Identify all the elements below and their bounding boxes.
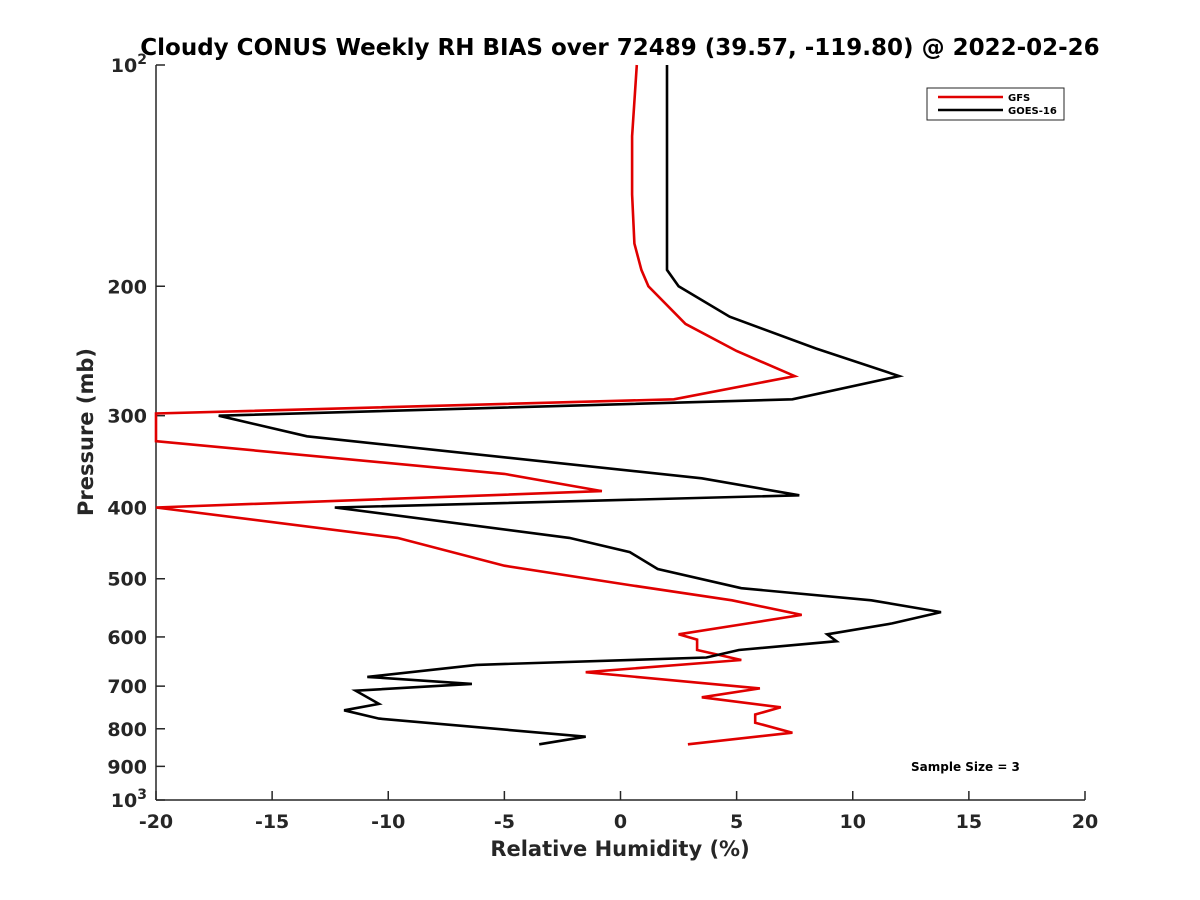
x-tick-label: -15 xyxy=(255,811,289,833)
series-line-goes-16 xyxy=(218,65,942,746)
y-tick-label: 300 xyxy=(107,406,147,428)
y-tick-label: 103 xyxy=(111,787,147,812)
sample-size-annotation: Sample Size = 3 xyxy=(911,760,1020,774)
y-tick-exponent: 3 xyxy=(137,787,147,803)
x-tick-label: 15 xyxy=(956,811,982,833)
y-axis-label: Pressure (mb) xyxy=(74,348,98,516)
chart-title: Cloudy CONUS Weekly RH BIAS over 72489 (… xyxy=(140,35,1099,61)
legend-label-gfs: GFS xyxy=(1008,93,1030,104)
x-tick-label: 0 xyxy=(614,811,627,833)
y-tick-label: 500 xyxy=(107,569,147,591)
x-ticks: -20 -15 -10 -5 0 5 10 15 20 xyxy=(139,791,1098,833)
x-tick-label: 10 xyxy=(840,811,866,833)
y-tick-label: 200 xyxy=(107,276,147,298)
legend: GFS GOES-16 xyxy=(926,87,1065,121)
x-tick-label: 5 xyxy=(730,811,743,833)
series-line-gfs xyxy=(154,64,802,746)
x-axis-label: Relative Humidity (%) xyxy=(490,837,749,861)
x-tick-label: -5 xyxy=(494,811,515,833)
y-tick-base: 10 xyxy=(111,790,137,812)
y-tick-exponent: 2 xyxy=(137,52,147,68)
legend-box xyxy=(926,87,1065,121)
y-tick-label: 700 xyxy=(107,676,147,698)
series-lines xyxy=(154,64,942,746)
y-tick-label: 800 xyxy=(107,719,147,741)
y-tick-label: 900 xyxy=(107,756,147,778)
y-tick-label: 400 xyxy=(107,498,147,520)
x-tick-label: -10 xyxy=(371,811,405,833)
y-tick-label: 102 xyxy=(111,52,147,77)
x-tick-label: 20 xyxy=(1072,811,1098,833)
y-tick-base: 10 xyxy=(111,55,137,77)
x-tick-label: -20 xyxy=(139,811,173,833)
y-tick-label: 600 xyxy=(107,627,147,649)
plot-area: -20 -15 -10 -5 0 5 10 15 20 10220030040050060070… xyxy=(107,52,1098,833)
legend-label-goes-16: GOES-16 xyxy=(1008,106,1057,117)
